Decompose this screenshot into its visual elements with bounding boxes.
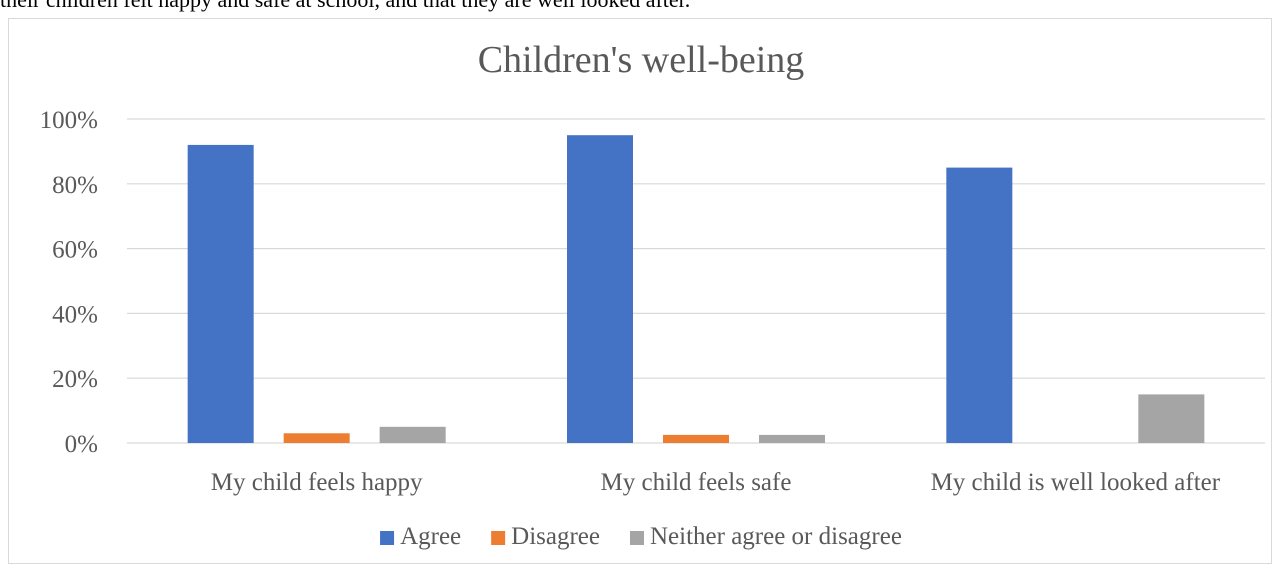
category-label: My child feels happy: [211, 469, 423, 496]
bar-agree: [946, 167, 1013, 443]
gridlines: [127, 118, 1265, 444]
bar-neither-agree-or-disagree: [1138, 394, 1205, 443]
legend-swatch: [629, 531, 644, 545]
category-label: My child feels safe: [601, 469, 792, 496]
legend-swatch: [380, 531, 395, 545]
legend-label: Agree: [400, 523, 461, 550]
chart-title: Children's well-being: [478, 39, 805, 81]
legend-swatch: [491, 531, 506, 545]
bar-agree: [187, 144, 254, 444]
category-labels: My child feels happy My child feels safe M…: [211, 469, 1221, 496]
bar-disagree: [283, 433, 350, 443]
bars: [187, 135, 1205, 444]
y-axis-ticks: 0% 20% 40% 60% 80% 100%: [40, 107, 98, 458]
y-tick-label: 80%: [52, 172, 98, 199]
bar-disagree: [663, 434, 729, 443]
legend-label: Neither agree or disagree: [650, 523, 902, 550]
y-tick-label: 0%: [65, 431, 98, 458]
intro-text: their children felt happy and safe at sc…: [0, 0, 1282, 12]
y-tick-label: 40%: [52, 301, 98, 328]
legend-label: Disagree: [511, 523, 600, 550]
bar-neither-agree-or-disagree: [759, 434, 825, 443]
y-tick-label: 60%: [52, 237, 98, 264]
bar-agree: [567, 135, 633, 443]
y-tick-label: 100%: [40, 107, 98, 134]
y-tick-label: 20%: [52, 366, 98, 393]
bar-neither-agree-or-disagree: [379, 426, 446, 443]
category-label: My child is well looked after: [931, 469, 1221, 496]
legend: Agree Disagree Neither agree or disagree: [380, 523, 902, 550]
